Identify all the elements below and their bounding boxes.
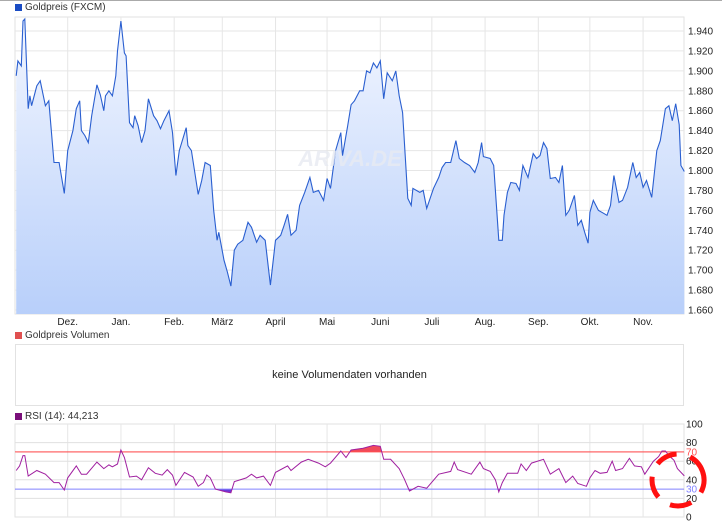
rsi-line (15, 444, 685, 494)
rsi-legend-label: RSI (14): 44,213 (25, 411, 99, 422)
rsi-ytick-label: 100 (686, 420, 703, 431)
volume-legend: Goldpreis Volumen (15, 330, 110, 341)
rsi-ytick-label: 0 (686, 513, 692, 524)
price-ytick-label: 1.760 (688, 206, 713, 217)
price-xtick-label: März (211, 317, 233, 328)
price-ytick-label: 1.680 (688, 286, 713, 297)
rsi-ytick-label: 40 (686, 475, 698, 486)
volume-panel: keine Volumendaten vorhanden (15, 344, 684, 406)
volume-legend-swatch (15, 332, 22, 339)
price-legend-label: Goldpreis (FXCM) (25, 2, 106, 13)
price-ytick-label: 1.900 (688, 66, 713, 77)
price-xtick-label: Juli (424, 317, 439, 328)
watermark: ARIVA.DE (297, 146, 403, 171)
rsi-plot: 0 20 40 60 80 100 70 30 (14, 420, 703, 524)
price-ytick-label: 1.940 (688, 27, 713, 38)
price-area (16, 19, 685, 314)
price-legend: Goldpreis (FXCM) (15, 2, 106, 13)
rsi-level-label: 30 (686, 485, 698, 496)
price-ytick-label: 1.920 (688, 46, 713, 57)
price-xtick-label: Nov. (633, 317, 653, 328)
price-ytick-label: 1.860 (688, 106, 713, 117)
price-xtick-label: Aug. (475, 317, 496, 328)
rsi-plot-frame (14, 423, 685, 518)
price-xtick-label: Mai (319, 317, 335, 328)
price-xtick-label: Dez. (57, 317, 78, 328)
price-ytick-label: 1.660 (688, 306, 713, 317)
price-xtick-label: Jan. (111, 317, 130, 328)
price-ytick-label: 1.880 (688, 86, 713, 97)
rsi-legend: RSI (14): 44,213 (15, 411, 98, 422)
rsi-level-label: 70 (686, 447, 698, 458)
highlight-circle-annotation (649, 451, 707, 509)
price-ytick-label: 1.840 (688, 126, 713, 137)
price-ytick-label: 1.720 (688, 246, 713, 257)
rsi-ytick-label: 60 (686, 457, 698, 468)
price-ytick-label: 1.780 (688, 186, 713, 197)
price-ytick-label: 1.800 (688, 166, 713, 177)
price-legend-swatch (15, 4, 22, 11)
rsi-ytick-label: 80 (686, 438, 698, 449)
rsi-legend-swatch (15, 413, 22, 420)
price-xtick-label: Okt. (581, 317, 599, 328)
price-xtick-label: Juni (371, 317, 389, 328)
price-ytick-label: 1.820 (688, 146, 713, 157)
price-xtick-label: Sep. (528, 317, 549, 328)
price-ytick-label: 1.740 (688, 226, 713, 237)
price-xtick-label: Feb. (164, 317, 184, 328)
top-border (0, 0, 722, 1)
price-ytick-label: 1.700 (688, 266, 713, 277)
price-plot: 1.660 1.680 1.700 1.720 1.740 1.760 1.780 1.800… (14, 16, 713, 328)
volume-empty-message: keine Volumendaten vorhanden (272, 369, 427, 381)
price-xtick-label: April (266, 317, 286, 328)
rsi-ytick-label: 20 (686, 494, 698, 505)
volume-legend-label: Goldpreis Volumen (25, 330, 110, 341)
price-line (15, 17, 685, 287)
